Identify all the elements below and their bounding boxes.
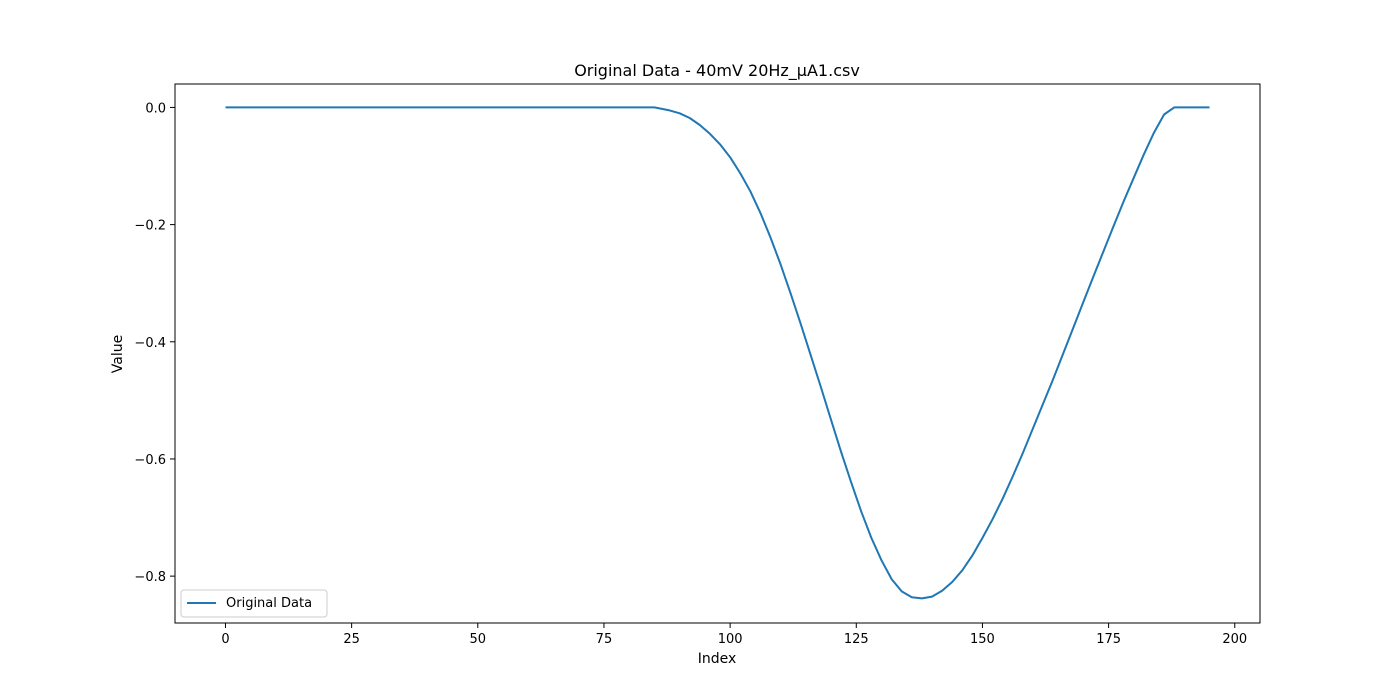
y-tick-label: −0.4 bbox=[134, 336, 166, 351]
y-axis-label: Value bbox=[110, 335, 126, 373]
plot-layer bbox=[225, 106, 1210, 600]
x-axis-label: Index bbox=[698, 651, 737, 667]
x-tick-label: 75 bbox=[596, 632, 613, 647]
x-tick-label: 50 bbox=[470, 632, 487, 647]
chart-title: Original Data - 40mV 20Hz_μA1.csv bbox=[574, 61, 860, 81]
plot-frame bbox=[174, 83, 1261, 624]
legend-label: Original Data bbox=[226, 596, 312, 611]
x-axis: 0 25 50 75 100 125 150 175 200 bbox=[221, 623, 1247, 647]
legend-box bbox=[180, 589, 328, 618]
x-tick-label: 125 bbox=[844, 632, 869, 647]
y-tick-label: −0.6 bbox=[134, 453, 166, 468]
x-tick-label: 0 bbox=[221, 632, 229, 647]
x-tick-label: 100 bbox=[718, 632, 743, 647]
x-tick-label: 175 bbox=[1096, 632, 1121, 647]
y-axis: 0.0 −0.2 −0.4 −0.6 −0.8 bbox=[134, 101, 175, 585]
y-tick-label: −0.8 bbox=[134, 570, 166, 585]
y-tick-label: 0.0 bbox=[145, 101, 166, 116]
x-tick-label: 150 bbox=[970, 632, 995, 647]
x-tick-label: 25 bbox=[343, 632, 360, 647]
legend: Original Data bbox=[180, 589, 328, 618]
x-tick-label: 200 bbox=[1222, 632, 1247, 647]
series-line bbox=[225, 106, 1210, 600]
y-tick-label: −0.2 bbox=[134, 219, 166, 234]
